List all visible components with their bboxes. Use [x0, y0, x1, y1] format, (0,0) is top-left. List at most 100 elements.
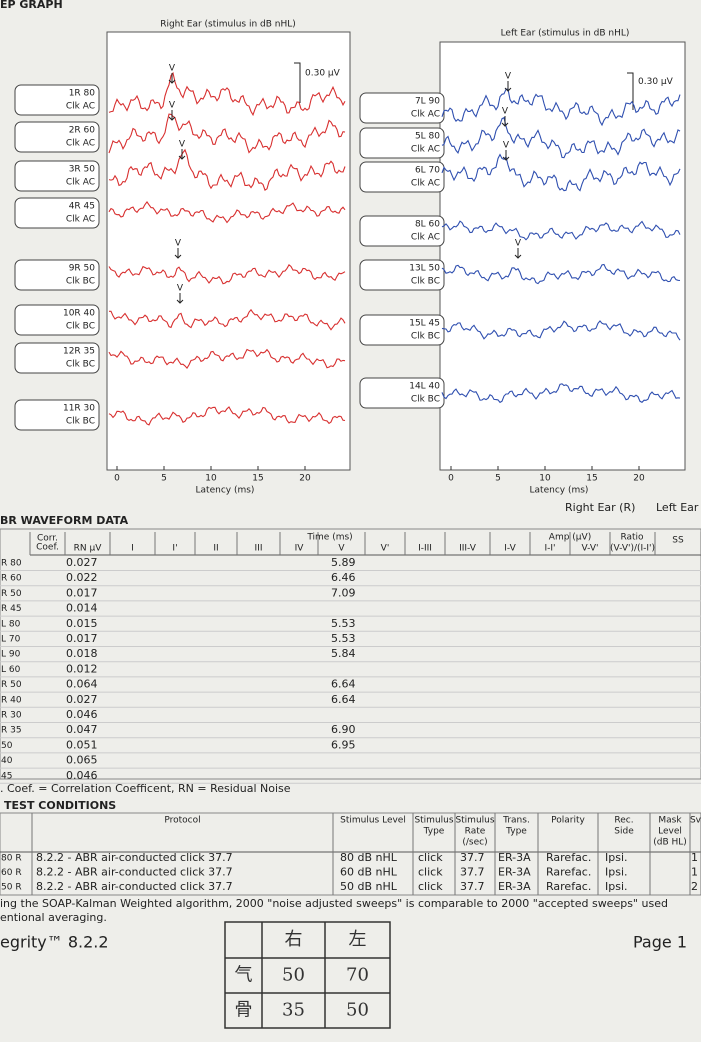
trace-stim: Clk AC — [66, 178, 95, 188]
waveform — [441, 263, 681, 285]
row-label: R 45 — [1, 604, 22, 614]
column-header: Polarity — [551, 816, 585, 826]
trace-label-box — [359, 377, 445, 409]
cell: 8.2.2 - ABR air-conducted click 37.7 — [36, 880, 233, 893]
peak-marker: V — [175, 239, 182, 249]
legend-item: Right Ear (R) — [565, 501, 635, 514]
cell: click — [418, 866, 443, 879]
row-label: 50 R — [1, 883, 22, 893]
trace-label-box — [14, 259, 100, 291]
cell: 37.7 — [460, 866, 485, 879]
peak-marker: V — [502, 107, 509, 117]
peak-marker: V — [515, 239, 522, 249]
column-header: I-III — [418, 544, 432, 554]
column-header: Type — [505, 827, 527, 837]
waveform — [108, 113, 346, 154]
column-header: Stimulus — [455, 816, 494, 826]
column-header: Level — [658, 827, 682, 837]
waveform — [441, 153, 681, 192]
cell: ER-3A — [498, 866, 531, 879]
rn-value: 0.047 — [66, 723, 98, 736]
column-header: RN µV — [74, 544, 103, 554]
trace-label-box — [359, 215, 445, 247]
v-latency: 7.09 — [331, 586, 356, 599]
peak-arrow — [168, 73, 176, 84]
group-header: Ratio — [620, 533, 644, 543]
hand-table — [224, 921, 391, 1029]
column-header: Stimulus Level — [340, 816, 406, 826]
trace-label-box — [359, 161, 445, 193]
rn-value: 0.017 — [66, 632, 98, 645]
waveform — [441, 88, 681, 127]
handwritten-cell: 70 — [346, 965, 369, 986]
graph-title: Right Ear (stimulus in dB nHL) — [160, 20, 296, 30]
handwritten-cell: 50 — [282, 965, 305, 986]
v-latency: 5.84 — [331, 647, 356, 660]
trace-label: 14L 40 — [409, 382, 440, 392]
row-label: R 50 — [1, 680, 22, 690]
cell: Ipsi. — [605, 866, 628, 879]
column-header: I-V — [504, 544, 516, 554]
trace-label: 13L 50 — [409, 264, 440, 274]
row-label: R 35 — [1, 726, 22, 736]
trace-label-box — [359, 259, 445, 291]
trace-label-box — [14, 121, 100, 153]
group-header: SS — [672, 536, 684, 546]
trace-label: 8L 60 — [415, 220, 440, 230]
rn-value: 0.046 — [66, 769, 98, 782]
column-header: V-V' — [582, 544, 599, 554]
waveform — [108, 71, 346, 117]
footnote: . Coef. = Correlation Coefficent, RN = R… — [0, 782, 291, 795]
column-header: I — [131, 544, 134, 554]
cell: 8.2.2 - ABR air-conducted click 37.7 — [36, 866, 233, 879]
column-header: III — [255, 544, 263, 554]
x-tick-label: 0 — [114, 474, 120, 484]
graph-panel — [106, 31, 351, 471]
scale-bar — [294, 62, 301, 103]
column-header: IV — [295, 544, 305, 554]
x-tick-label: 20 — [299, 474, 311, 484]
waveform — [441, 320, 681, 341]
waveform — [441, 116, 681, 159]
trace-stim: Clk AC — [411, 110, 440, 120]
column-header: I' — [172, 544, 177, 554]
cell: Ipsi. — [605, 880, 628, 893]
column-header: I-I' — [544, 544, 555, 554]
handwritten-cell: 35 — [282, 1000, 305, 1021]
peak-arrow — [168, 110, 176, 121]
peak-arrow — [502, 150, 510, 161]
x-axis-label: Latency (ms) — [196, 486, 255, 496]
note: entional averaging. — [0, 911, 107, 924]
waveform — [441, 383, 681, 404]
cell: 80 dB nHL — [340, 851, 398, 864]
column-header: Mask — [658, 816, 682, 826]
peak-arrow — [514, 248, 522, 259]
row-label: 45 — [1, 771, 12, 781]
column-header: V — [338, 544, 345, 554]
row-label: R 50 — [1, 589, 22, 599]
rn-value: 0.018 — [66, 647, 98, 660]
row-label: 80 R — [1, 854, 22, 864]
column-header: (V-V')/(I-I') — [610, 544, 655, 554]
peak-arrow — [504, 81, 512, 92]
row-label: R 80 — [1, 559, 22, 569]
row-label: 60 R — [1, 868, 22, 878]
row-label: R 60 — [1, 574, 22, 584]
x-tick-label: 0 — [448, 474, 454, 484]
rn-value: 0.014 — [66, 602, 98, 615]
rn-value: 0.046 — [66, 708, 98, 721]
waveform — [108, 200, 346, 224]
trace-stim: Clk BC — [66, 360, 95, 370]
trace-label: 7L 90 — [415, 97, 440, 107]
row-label: L 80 — [1, 619, 21, 629]
handwritten-cell: 右 — [285, 929, 303, 950]
v-latency: 6.64 — [331, 693, 356, 706]
x-tick-label: 5 — [495, 474, 501, 484]
note: ing the SOAP-Kalman Weighted algorithm, … — [0, 897, 668, 910]
cell: 2 — [691, 880, 698, 893]
page-number: Page 1 — [633, 933, 687, 952]
column-header: Trans. — [502, 816, 530, 826]
trace-stim: Clk BC — [411, 395, 440, 405]
